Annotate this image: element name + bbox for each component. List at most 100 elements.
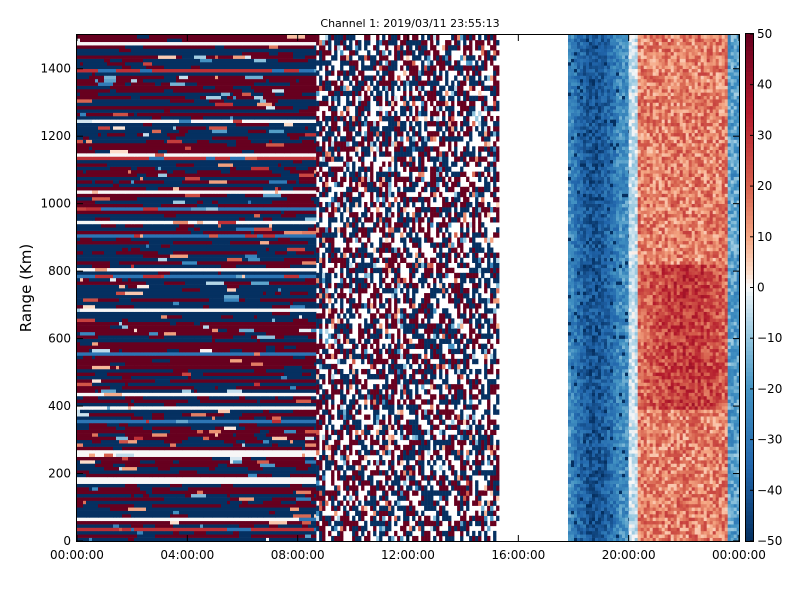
colorbar-swatch — [746, 333, 753, 339]
x-tick-label: 20:00:00 — [602, 548, 656, 562]
colorbar-swatch — [746, 418, 753, 424]
colorbar-swatch — [746, 148, 753, 153]
colorbar-tick-label: −50 — [757, 534, 782, 548]
colorbar-swatch — [746, 435, 753, 441]
x-tick-label: 16:00:00 — [491, 548, 545, 562]
colorbar-swatch — [746, 283, 753, 288]
colorbar-swatch — [746, 38, 753, 43]
x-tick-label: 08:00:00 — [271, 548, 325, 562]
plot-frame — [76, 34, 740, 542]
chart-title: Channel 1: 2019/03/11 23:55:13 — [320, 17, 499, 30]
colorbar-swatch — [746, 164, 753, 170]
x-tick-label: 12:00:00 — [381, 548, 435, 562]
colorbar-swatch — [746, 118, 753, 124]
colorbar — [746, 34, 753, 542]
colorbar-swatch — [746, 524, 753, 529]
colorbar-swatch — [746, 498, 753, 504]
x-tick-label: 04:00:00 — [160, 548, 214, 562]
colorbar-swatch — [746, 169, 753, 174]
colorbar-swatch — [746, 76, 753, 81]
heatmap — [77, 35, 740, 542]
colorbar-tick-label: 40 — [757, 78, 772, 92]
colorbar-swatch — [746, 481, 753, 487]
colorbar-swatch — [746, 359, 753, 364]
colorbar-swatch — [746, 486, 753, 491]
colorbar-swatch — [746, 131, 753, 136]
y-tick-label: 1000 — [40, 197, 71, 211]
colorbar-tick-label: −30 — [757, 433, 782, 447]
colorbar-swatch — [746, 502, 753, 508]
colorbar-swatch — [746, 473, 753, 479]
colorbar-swatch — [746, 266, 753, 272]
colorbar-swatch — [746, 257, 753, 263]
colorbar-swatch — [746, 477, 753, 483]
colorbar-swatch — [746, 249, 753, 255]
colorbar-swatch — [746, 139, 753, 145]
colorbar-swatch — [746, 431, 753, 436]
colorbar-tick-label: 30 — [757, 128, 772, 142]
colorbar-swatch — [746, 507, 753, 512]
colorbar-swatch — [746, 448, 753, 453]
colorbar-swatch — [746, 312, 753, 318]
colorbar-swatch — [746, 50, 753, 56]
x-axis: 00:00:00 04:00:00 08:00:00 12:00:00 16:00:00… — [50, 35, 766, 562]
colorbar-swatch — [746, 443, 753, 449]
y-tick-label: 1200 — [40, 129, 71, 143]
colorbar-tick-label: 20 — [757, 179, 772, 193]
colorbar-swatch — [746, 173, 753, 179]
y-tick-label: 1400 — [40, 62, 71, 76]
colorbar-swatch — [746, 105, 753, 111]
colorbar-swatch — [746, 215, 753, 221]
colorbar-swatch — [746, 401, 753, 407]
colorbar-swatch — [746, 329, 753, 335]
colorbar-swatch — [746, 67, 753, 73]
colorbar-swatch — [746, 380, 753, 386]
colorbar-swatch — [746, 135, 753, 141]
colorbar-swatch — [746, 317, 753, 322]
colorbar-swatch — [746, 346, 753, 352]
colorbar-swatch — [746, 393, 753, 398]
colorbar-swatch — [746, 270, 753, 276]
colorbar-swatch — [746, 72, 753, 77]
y-tick-label: 200 — [48, 467, 71, 481]
x-tick-label: 00:00:00 — [50, 548, 104, 562]
colorbar-tick-label: −20 — [757, 382, 782, 396]
colorbar-swatch — [746, 207, 753, 212]
colorbar-swatch — [746, 236, 753, 242]
colorbar-tick-label: −40 — [757, 483, 782, 497]
colorbar-swatch — [746, 241, 753, 246]
colorbar-swatch — [746, 536, 753, 542]
colorbar-swatch — [746, 122, 753, 128]
colorbar-swatch — [746, 232, 753, 238]
colorbar-swatch — [746, 376, 753, 381]
colorbar-swatch — [746, 308, 753, 314]
colorbar-swatch — [746, 532, 753, 538]
colorbar-swatch — [746, 363, 753, 369]
colorbar-swatch — [746, 203, 753, 208]
colorbar-swatch — [746, 452, 753, 457]
colorbar-swatch — [746, 194, 753, 200]
colorbar-swatch — [746, 519, 753, 525]
colorbar-tick-label: −10 — [757, 331, 782, 345]
colorbar-swatch — [746, 295, 753, 301]
colorbar-swatch — [746, 464, 753, 470]
colorbar-tick-label: 0 — [757, 281, 765, 295]
x-tick-label: 00:00:00 — [712, 548, 766, 562]
colorbar-swatch — [746, 101, 753, 107]
colorbar-swatch — [746, 388, 753, 394]
colorbar-swatch — [746, 97, 753, 103]
colorbar-swatch — [746, 426, 753, 432]
colorbar-swatch — [746, 456, 753, 462]
colorbar-swatch — [746, 88, 753, 94]
colorbar-swatch — [746, 93, 753, 98]
colorbar-tick-label: 50 — [757, 27, 772, 41]
colorbar-swatch — [746, 325, 753, 331]
colorbar-swatch — [746, 515, 753, 521]
colorbar-swatch — [746, 367, 753, 373]
colorbar-swatch — [746, 126, 753, 132]
y-tick-label: 400 — [48, 399, 71, 413]
colorbar-swatch — [746, 245, 753, 250]
colorbar-swatch — [746, 414, 753, 419]
colorbar-swatch — [746, 338, 753, 343]
